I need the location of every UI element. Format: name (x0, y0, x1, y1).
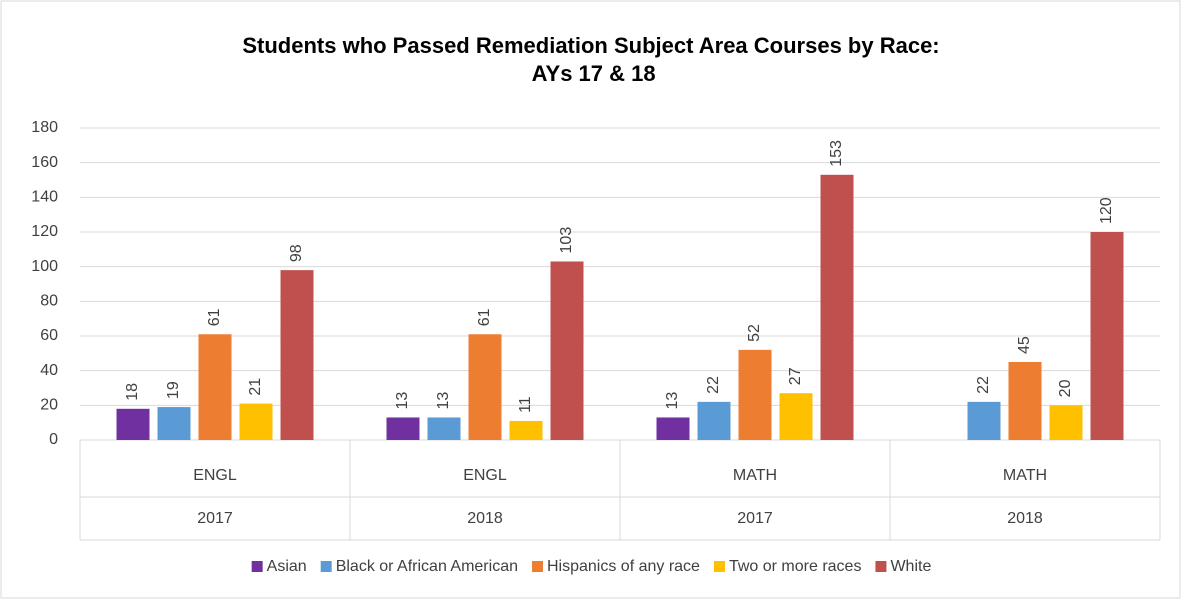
y-tick-label: 100 (31, 258, 58, 275)
bar (820, 174, 854, 441)
data-label: 13 (394, 392, 411, 410)
legend-label: Two or more races (729, 558, 861, 575)
bar (468, 334, 502, 440)
y-tick-label: 20 (40, 397, 58, 414)
bar (738, 349, 772, 440)
y-tick-label: 180 (31, 119, 58, 136)
data-label: 21 (247, 378, 264, 396)
x-group-label: 2017 (197, 510, 233, 527)
y-tick-label: 120 (31, 223, 58, 240)
bar (967, 401, 1001, 440)
legend-label: Black or African American (336, 558, 518, 575)
data-label: 98 (288, 244, 305, 262)
bar (157, 407, 191, 440)
bar (116, 408, 150, 440)
legend-swatch (713, 561, 725, 572)
data-label: 11 (517, 396, 534, 413)
legend: Asian Black or African American Hispanics … (251, 558, 931, 575)
bar (1090, 232, 1124, 440)
y-tick-label: 60 (40, 327, 58, 344)
chart-title: Students who Passed Remediation Subject … (242, 33, 939, 86)
x-group-label: 2018 (467, 510, 503, 527)
y-tick-label: 0 (49, 431, 58, 448)
data-label: 20 (1057, 379, 1074, 397)
data-label: 103 (558, 227, 575, 254)
data-label: 61 (206, 308, 223, 326)
legend-swatch (531, 561, 543, 572)
x-group-label: 2017 (737, 510, 773, 527)
bar (697, 401, 731, 440)
legend-swatch (875, 561, 887, 572)
bar (779, 393, 813, 440)
bar (656, 417, 690, 440)
data-label: 153 (828, 140, 845, 167)
data-label: 19 (165, 381, 182, 399)
x-tick-label: ENGL (193, 467, 237, 484)
bar (198, 334, 232, 440)
y-tick-label: 160 (31, 154, 58, 171)
y-tick-label: 140 (31, 189, 58, 206)
data-label: 61 (476, 308, 493, 326)
bar (386, 417, 420, 440)
legend-swatch (251, 561, 263, 572)
bar (550, 261, 584, 440)
data-label: 52 (746, 324, 763, 342)
bar (1049, 405, 1083, 440)
data-label: 120 (1098, 197, 1115, 224)
bar (239, 403, 273, 440)
legend-label: Hispanics of any race (547, 558, 700, 575)
data-label: 13 (664, 392, 681, 410)
x-tick-label: ENGL (463, 467, 507, 484)
bar (427, 417, 461, 440)
x-tick-label: MATH (733, 467, 777, 484)
data-label: 45 (1016, 336, 1033, 354)
bar (280, 270, 314, 440)
x-tick-label: MATH (1003, 467, 1047, 484)
bar (509, 420, 543, 440)
data-label: 22 (975, 376, 992, 394)
data-label: 27 (787, 367, 804, 385)
legend-label: White (890, 558, 931, 575)
data-label: 22 (705, 376, 722, 394)
bar (1008, 362, 1042, 440)
data-label: 13 (435, 392, 452, 410)
x-group-label: 2018 (1007, 510, 1043, 527)
data-label: 18 (124, 383, 141, 401)
legend-swatch (320, 561, 332, 572)
legend-label: Asian (267, 558, 307, 575)
y-tick-label: 40 (40, 362, 58, 379)
y-tick-label: 80 (40, 293, 58, 310)
